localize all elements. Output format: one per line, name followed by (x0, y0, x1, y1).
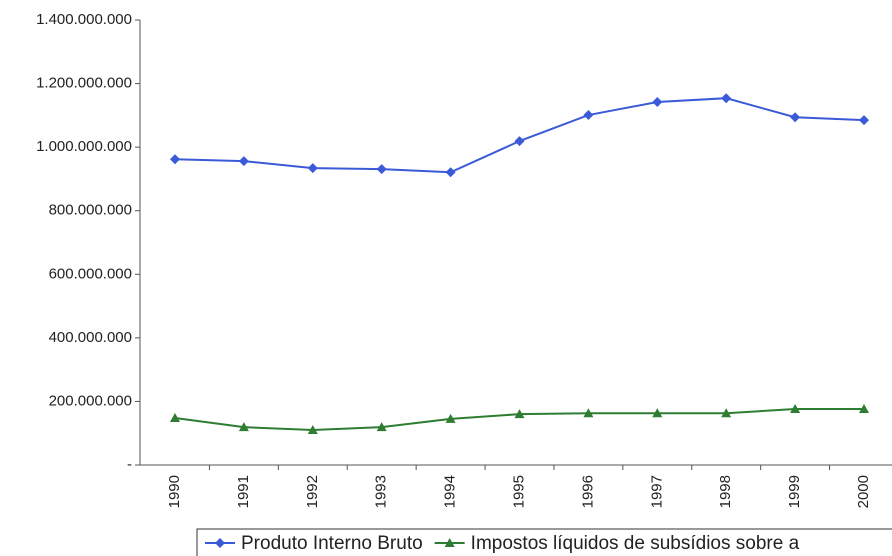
x-tick-label: 1992 (304, 475, 321, 508)
point (238, 156, 249, 167)
y-tick-label: 800.000.000 (49, 202, 132, 219)
point (307, 425, 318, 435)
x-tick-label: 1998 (717, 475, 734, 508)
y-tick-label: - (127, 456, 132, 473)
point (859, 115, 869, 126)
legend-label: Impostos líquidos de subsídios sobre a (471, 533, 800, 554)
x-tick-label: 1994 (442, 475, 459, 508)
point (376, 422, 387, 432)
series-line (174, 97, 865, 174)
x-tick-label: 1999 (786, 475, 803, 508)
y-tick-label: 1.200.000.000 (36, 75, 132, 92)
point (652, 97, 663, 108)
y-tick-label: 400.000.000 (49, 329, 132, 346)
point (859, 404, 869, 414)
y-tick-label: 1.400.000.000 (36, 11, 132, 28)
legend-label: Produto Interno Bruto (241, 533, 423, 554)
point (170, 154, 180, 165)
x-tick-label: 1997 (648, 475, 665, 508)
point (721, 408, 732, 418)
point (445, 167, 456, 178)
point (445, 413, 456, 423)
y-tick-label: 600.000.000 (49, 265, 132, 282)
point (514, 409, 525, 419)
x-tick-label: 1995 (510, 475, 527, 508)
point (790, 404, 801, 414)
point (215, 538, 225, 548)
point (170, 412, 180, 422)
point (307, 163, 318, 174)
point (238, 422, 249, 432)
point (583, 408, 594, 418)
point (583, 110, 594, 121)
x-tick-label: 1996 (579, 475, 596, 508)
x-tick-label: 2000 (855, 475, 872, 508)
x-tick-label: 1990 (166, 475, 183, 508)
y-tick-label: 1.000.000.000 (36, 138, 132, 155)
point (376, 164, 387, 175)
x-tick-label: 1991 (235, 475, 252, 508)
legend-box (196, 528, 892, 556)
point (652, 408, 663, 418)
point (444, 538, 455, 547)
point (790, 112, 801, 123)
x-tick-label: 1993 (373, 475, 390, 508)
point (514, 136, 525, 147)
y-tick-label: 200.000.000 (49, 392, 132, 409)
point (721, 93, 732, 104)
